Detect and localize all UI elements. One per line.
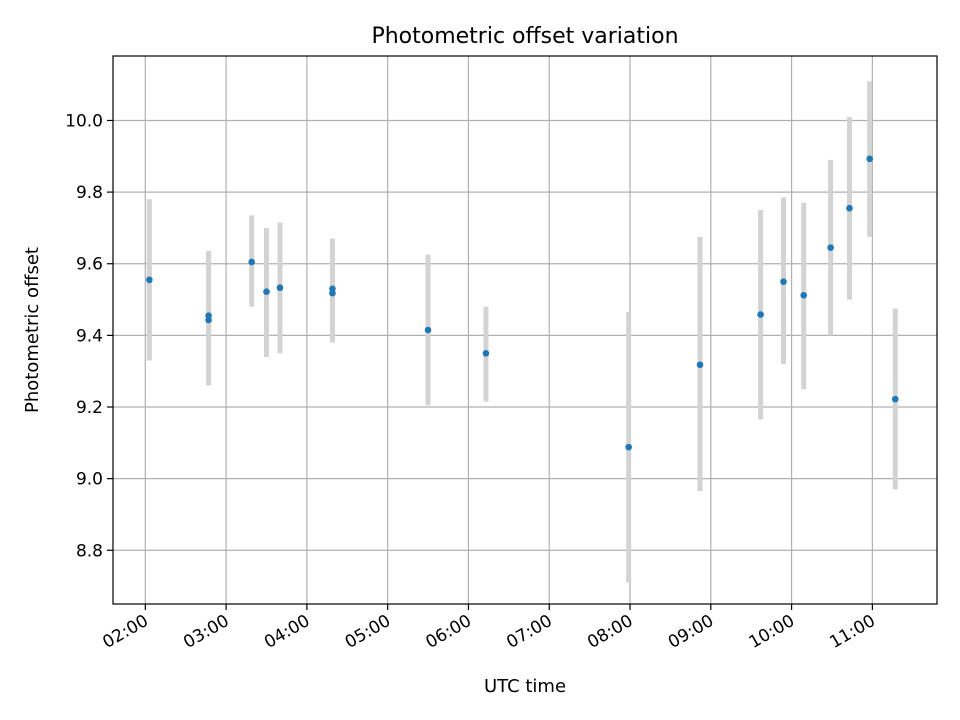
x-tick-label: 02:00	[99, 611, 151, 653]
data-point	[276, 284, 284, 292]
data-point	[827, 244, 834, 251]
data-point	[482, 349, 490, 357]
data-points	[146, 155, 899, 451]
data-point	[329, 289, 336, 297]
y-tick-label: 8.8	[76, 541, 103, 561]
y-tick-label: 9.6	[76, 255, 103, 275]
x-axis-label: UTC time	[484, 676, 566, 697]
y-axis-label: Photometric offset	[22, 247, 43, 413]
grid-lines	[113, 56, 937, 604]
data-point	[263, 288, 270, 295]
data-point	[757, 311, 764, 318]
x-tick-label: 11:00	[826, 611, 878, 653]
x-tick-label: 05:00	[342, 611, 394, 653]
y-axis-ticks: 8.8 9.0 9.2 9.4 9.6 9.8 10.0	[65, 111, 113, 561]
data-point	[146, 276, 153, 284]
data-point	[424, 326, 432, 334]
y-tick-label: 9.8	[76, 183, 103, 203]
data-point	[696, 361, 704, 369]
x-tick-label: 10:00	[746, 611, 798, 653]
x-axis-ticks: 02:00 03:00 04:00 05:00 06:00 07:00 08:00 09:00…	[99, 604, 879, 653]
data-point	[800, 291, 808, 299]
data-point	[780, 278, 787, 285]
chart-title: Photometric offset variation	[371, 24, 678, 49]
x-tick-label: 07:00	[503, 611, 555, 653]
data-point	[625, 443, 632, 451]
y-tick-label: 10.0	[65, 111, 103, 131]
plot-frame	[112, 55, 938, 605]
data-point	[205, 316, 212, 324]
error-bars	[146, 81, 898, 583]
data-point	[248, 258, 255, 266]
x-tick-label: 06:00	[423, 611, 475, 653]
y-tick-label: 9.4	[76, 326, 103, 346]
data-point	[866, 155, 873, 163]
data-point	[891, 395, 899, 403]
x-tick-label: 04:00	[261, 611, 313, 653]
x-tick-label: 03:00	[180, 611, 232, 653]
y-tick-label: 9.2	[76, 398, 103, 418]
x-tick-label: 08:00	[584, 611, 636, 653]
y-tick-label: 9.0	[76, 470, 103, 490]
data-point	[846, 204, 853, 212]
x-tick-label: 09:00	[665, 611, 717, 653]
